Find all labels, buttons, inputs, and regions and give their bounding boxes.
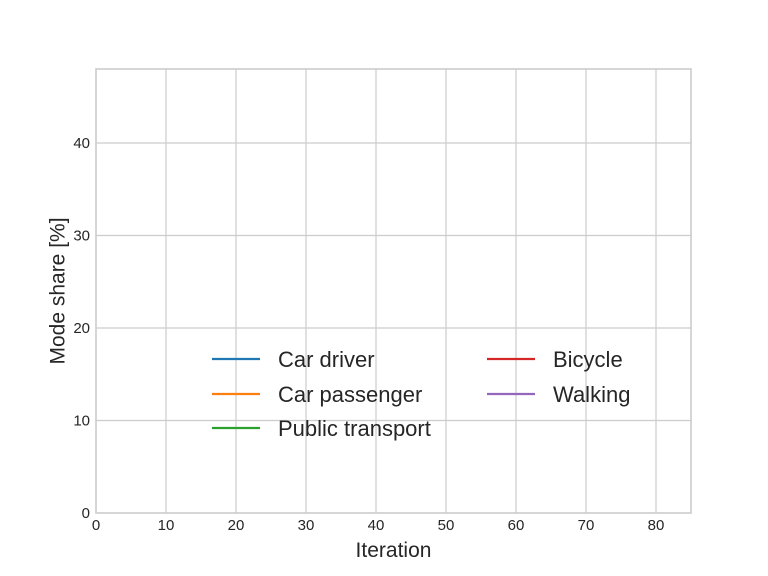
- y-tick-label: 40: [73, 135, 90, 152]
- x-tick-label: 60: [508, 517, 525, 534]
- legend-label-public-transport: Public transport: [278, 416, 431, 441]
- legend-label-car-driver: Car driver: [278, 347, 375, 372]
- x-tick-label: 30: [298, 517, 315, 534]
- y-tick-label: 30: [73, 228, 90, 245]
- x-tick-label: 0: [92, 517, 100, 534]
- x-tick-label: 10: [158, 517, 175, 534]
- y-tick-label: 0: [82, 505, 90, 522]
- legend-label-car-passenger: Car passenger: [278, 382, 422, 407]
- legend-label-walking: Walking: [553, 382, 630, 407]
- x-tick-label: 40: [368, 517, 385, 534]
- x-tick-label: 70: [578, 517, 595, 534]
- x-tick-label: 80: [648, 517, 665, 534]
- x-tick-label: 50: [438, 517, 455, 534]
- x-tick-labels: 0 10 20 30 40 50 60 70 80: [92, 517, 665, 534]
- x-axis-label: Iteration: [356, 539, 432, 562]
- legend: Car driver Car passenger Public transport B…: [212, 347, 630, 441]
- y-tick-label: 10: [73, 413, 90, 430]
- y-tick-labels: 0 10 20 30 40: [73, 135, 90, 522]
- grid: [96, 69, 691, 513]
- y-tick-label: 20: [73, 320, 90, 337]
- y-axis-label: Mode share [%]: [47, 217, 70, 364]
- plot-frame: [95, 68, 692, 514]
- x-tick-label: 20: [228, 517, 245, 534]
- legend-label-bicycle: Bicycle: [553, 347, 623, 372]
